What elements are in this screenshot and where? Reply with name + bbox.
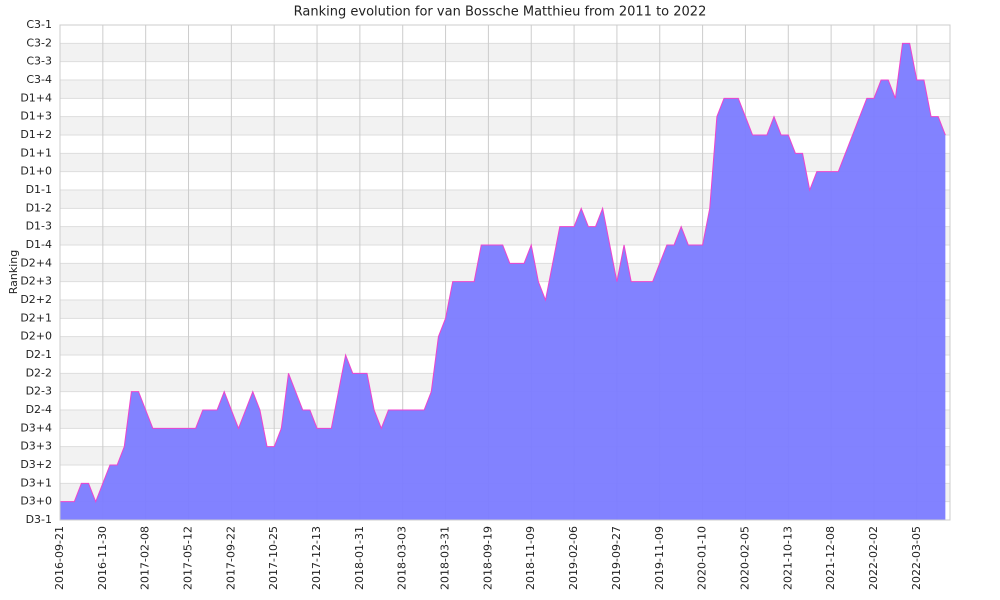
x-tick-label: 2022-02-02 — [867, 526, 880, 590]
x-tick-label: 2019-11-09 — [653, 526, 666, 590]
x-tick-label: 2018-03-31 — [439, 526, 452, 590]
x-tick-label: 2018-09-19 — [481, 526, 494, 590]
x-tick-label: 2019-09-27 — [610, 526, 623, 590]
x-tick-label: 2016-11-30 — [96, 526, 109, 590]
x-tick-label: 2018-03-03 — [396, 526, 409, 590]
y-tick-label: C3-4 — [26, 73, 52, 86]
x-tick-label: 2016-09-21 — [53, 526, 66, 590]
y-tick-label: D1+1 — [20, 146, 52, 159]
y-tick-label: D1-1 — [26, 183, 52, 196]
y-tick-label: D2-1 — [26, 348, 52, 361]
x-tick-label: 2019-02-06 — [567, 526, 580, 590]
y-tick-label: C3-1 — [26, 18, 52, 31]
area — [60, 43, 946, 520]
y-tick-label: D1-4 — [26, 238, 52, 251]
y-tick-label: C3-3 — [26, 55, 52, 68]
x-tick-label: 2021-12-08 — [824, 526, 837, 590]
y-axis-label: Ranking — [7, 250, 20, 295]
y-tick-label: C3-2 — [26, 36, 52, 49]
y-tick-label: D3+3 — [20, 440, 52, 453]
y-tick-label: D3+4 — [20, 421, 52, 434]
y-tick-label: D3+0 — [20, 495, 52, 508]
chart-title: Ranking evolution for van Bossche Matthi… — [294, 5, 707, 20]
y-tick-label: D3+2 — [20, 458, 52, 471]
y-tick-label: D3-1 — [26, 513, 52, 526]
grid-band — [60, 153, 950, 172]
x-tick-label: 2017-09-22 — [224, 526, 237, 590]
y-tick-label: D2+3 — [20, 275, 52, 288]
plot-frame — [59, 24, 951, 521]
y-tick-label: D2+0 — [20, 330, 52, 343]
y-tick-label: D2+2 — [20, 293, 52, 306]
y-tick-label: D2-4 — [26, 403, 52, 416]
y-tick-label: D1-2 — [26, 201, 52, 214]
y-tick-label: D1+3 — [20, 110, 52, 123]
x-tick-label: 2017-12-13 — [310, 526, 323, 590]
y-tick-label: D3+1 — [20, 476, 52, 489]
y-tick-label: D1-3 — [26, 220, 52, 233]
x-tick-label: 2017-02-08 — [139, 526, 152, 590]
x-tick-label: 2022-03-05 — [910, 526, 923, 590]
y-tick-label: D2+1 — [20, 311, 52, 324]
grid-band — [60, 116, 950, 135]
y-tick-label: D1+0 — [20, 165, 52, 178]
y-tick-label: D1+2 — [20, 128, 52, 141]
x-tick-label: 2017-05-12 — [182, 526, 195, 590]
line — [60, 42, 946, 504]
x-tick-label: 2020-02-05 — [738, 526, 751, 590]
x-tick-label: 2021-10-13 — [781, 526, 794, 590]
x-tick-label: 2017-10-25 — [267, 526, 280, 590]
grid-band — [60, 43, 950, 62]
y-tick-label: D2-2 — [26, 366, 52, 379]
x-tick-label: 2018-11-09 — [524, 526, 537, 590]
grid-band — [60, 80, 950, 99]
y-tick-label: D2+4 — [20, 256, 52, 269]
y-tick-label: D1+4 — [20, 91, 52, 104]
y-tick-label: D2-3 — [26, 385, 52, 398]
x-tick-label: 2020-01-10 — [696, 526, 709, 590]
x-tick-label: 2018-01-31 — [353, 526, 366, 590]
